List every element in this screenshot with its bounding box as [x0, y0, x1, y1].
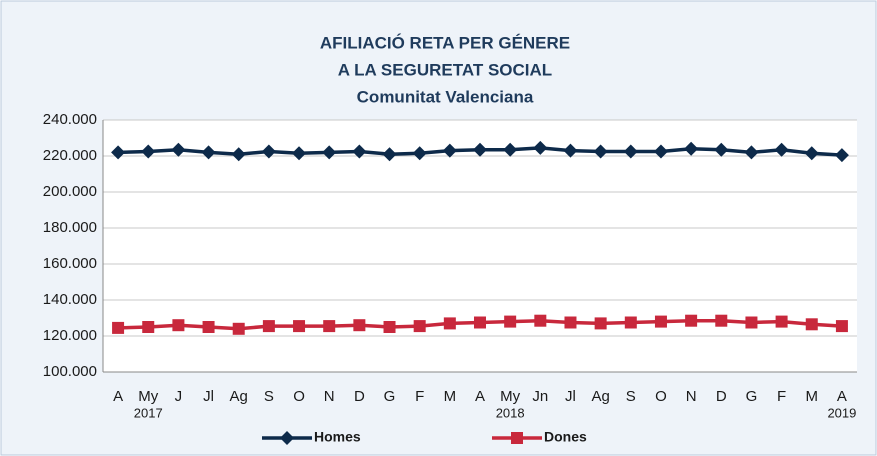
point [684, 141, 699, 156]
x-tick-label: Jl [203, 388, 214, 405]
y-tick-label: 220.000 [43, 147, 97, 164]
x-tick-label: D [354, 388, 365, 405]
x-tick-label: A [837, 388, 847, 405]
point [774, 142, 789, 157]
point [653, 144, 668, 159]
legend-marker [280, 431, 294, 445]
legend-marker [511, 432, 523, 444]
point [564, 316, 577, 329]
y-tick-label: 160.000 [43, 255, 97, 272]
x-tick-label: My [138, 388, 158, 405]
x-tick-label: A [113, 388, 123, 405]
x-tick-label: N [324, 388, 335, 405]
point [383, 321, 396, 333]
x-tick-label: D [716, 388, 727, 405]
point [473, 142, 487, 157]
x-tick-label: J [175, 388, 183, 405]
point [835, 320, 848, 333]
point [112, 321, 125, 334]
point [593, 144, 608, 159]
point [503, 142, 518, 157]
point [322, 145, 337, 160]
chart-title: AFILIACIÓ RETA PER GÉNERE [320, 33, 570, 52]
point [654, 315, 667, 328]
legend-label: Dones [544, 429, 587, 445]
x-year-label: 2017 [134, 405, 163, 420]
point [624, 316, 637, 329]
point [533, 140, 548, 155]
point [563, 143, 578, 158]
point [382, 147, 397, 162]
chart-title: Comunitat Valenciana [357, 87, 534, 106]
point [231, 147, 246, 162]
point [745, 316, 758, 329]
y-tick-label: 240.000 [43, 111, 97, 128]
point [292, 146, 307, 161]
point [623, 144, 638, 159]
point [442, 143, 457, 158]
x-tick-label: Ag [230, 388, 248, 405]
x-year-label: 2018 [496, 405, 525, 420]
point [412, 146, 427, 161]
x-tick-label: M [806, 388, 819, 405]
y-tick-label: 200.000 [43, 183, 97, 200]
point [232, 322, 245, 335]
x-tick-label: F [415, 388, 424, 405]
point [534, 314, 547, 327]
x-year-label: 2019 [827, 405, 856, 420]
x-tick-label: O [655, 388, 667, 405]
point [443, 317, 456, 330]
x-tick-label: O [293, 388, 305, 405]
point [805, 318, 818, 331]
x-tick-label: N [686, 388, 697, 405]
y-tick-label: 180.000 [43, 219, 97, 236]
x-tick-label: Jl [565, 388, 576, 405]
point [504, 315, 517, 328]
y-tick-label: 120.000 [43, 327, 97, 344]
point [111, 145, 126, 160]
point [142, 321, 155, 333]
point [714, 142, 729, 157]
legend-label: Homes [314, 429, 361, 445]
point [262, 320, 275, 333]
point [352, 144, 367, 159]
chart-title: A LA SEGURETAT SOCIAL [338, 60, 552, 79]
x-tick-label: Ag [591, 388, 609, 405]
point [594, 317, 607, 330]
point [775, 315, 788, 328]
point [413, 320, 426, 333]
point [685, 314, 698, 327]
point [474, 316, 486, 329]
point [804, 146, 819, 161]
x-tick-label: G [384, 388, 396, 405]
x-tick-label: My [500, 388, 520, 405]
x-tick-label: G [746, 388, 758, 405]
point [201, 145, 216, 160]
x-tick-label: S [626, 388, 636, 405]
point [171, 142, 186, 157]
x-tick-label: S [264, 388, 274, 405]
point [293, 320, 306, 333]
point [744, 145, 759, 160]
point [141, 144, 156, 159]
x-tick-label: A [475, 388, 485, 405]
x-tick-label: Jn [532, 388, 548, 405]
point [172, 319, 185, 332]
y-tick-label: 140.000 [43, 291, 97, 308]
point [353, 319, 366, 332]
point [261, 144, 276, 159]
x-tick-label: M [444, 388, 457, 405]
y-tick-label: 100.000 [43, 363, 97, 380]
point [715, 314, 728, 327]
point [834, 148, 849, 163]
plot-area [103, 120, 857, 372]
point [202, 321, 215, 333]
point [323, 320, 336, 333]
x-tick-label: F [777, 388, 786, 405]
